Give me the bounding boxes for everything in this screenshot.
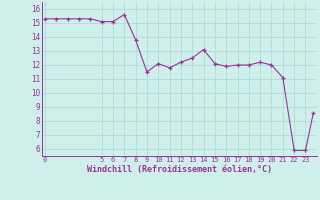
X-axis label: Windchill (Refroidissement éolien,°C): Windchill (Refroidissement éolien,°C) xyxy=(87,165,272,174)
